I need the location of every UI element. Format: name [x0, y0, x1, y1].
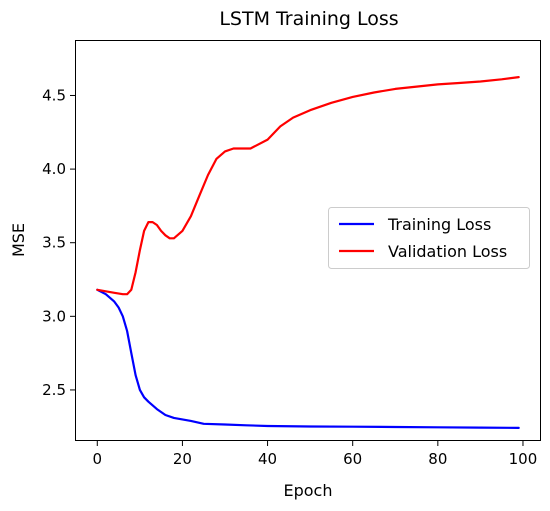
- legend-box: [328, 207, 530, 269]
- legend: Training Loss Validation Loss: [328, 207, 530, 269]
- series-line-validation-loss: [96, 76, 520, 296]
- y-axis: 2.5 3.0 3.5 4.0 4.5: [42, 86, 76, 399]
- y-tick-label: 3.0: [42, 307, 66, 325]
- x-tick-label: 60: [343, 450, 362, 468]
- y-tick-label: 3.5: [42, 234, 66, 252]
- y-tick-label: 4.0: [42, 160, 66, 178]
- chart-title: LSTM Training Loss: [219, 8, 398, 30]
- x-axis-label: Epoch: [284, 481, 333, 500]
- x-tick-label: 20: [173, 450, 192, 468]
- y-tick-label: 2.5: [42, 381, 66, 399]
- x-tick-label: 0: [93, 450, 103, 468]
- y-axis-label: MSE: [9, 223, 28, 257]
- series-line-training-loss: [96, 288, 520, 429]
- axes-frame: [75, 40, 541, 441]
- y-tick-label: 4.5: [42, 86, 66, 104]
- x-axis: 0 20 40 60 80 100: [93, 440, 538, 468]
- x-tick-label: 80: [428, 450, 447, 468]
- legend-label-validation-loss: Validation Loss: [388, 242, 507, 261]
- x-tick-label: 40: [258, 450, 277, 468]
- x-tick-label: 100: [509, 450, 538, 468]
- plot-area: [96, 76, 520, 429]
- legend-label-training-loss: Training Loss: [387, 215, 491, 234]
